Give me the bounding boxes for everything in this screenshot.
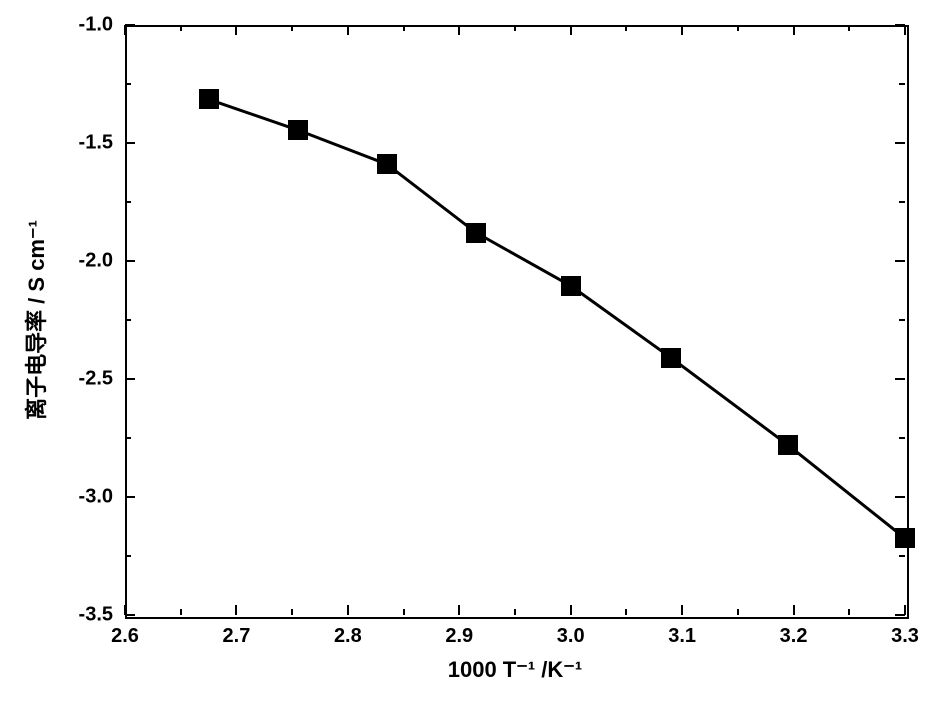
x-tick-label: 2.6	[111, 625, 139, 648]
data-marker	[895, 528, 915, 548]
x-tick	[793, 25, 795, 35]
y-tick	[895, 614, 905, 616]
chart-container: 2.6 2.7 2.8 2.9 3.0 3.1 3.2 3.3 -3.5 -3.0 -2.5 -2.0…	[0, 0, 936, 712]
x-minor-tick	[737, 25, 739, 31]
x-tick-label: 3.3	[891, 625, 919, 648]
y-minor-tick	[899, 555, 905, 557]
x-tick	[235, 605, 237, 615]
x-tick-label: 3.1	[668, 625, 696, 648]
x-minor-tick	[291, 25, 293, 31]
x-tick	[570, 25, 572, 35]
y-tick	[895, 378, 905, 380]
x-minor-tick	[403, 609, 405, 615]
data-marker	[466, 223, 486, 243]
x-tick	[124, 25, 126, 35]
x-tick	[793, 605, 795, 615]
x-minor-tick	[737, 609, 739, 615]
y-minor-tick	[125, 319, 131, 321]
y-tick	[125, 24, 135, 26]
y-minor-tick	[899, 437, 905, 439]
x-axis-label: 1000 T⁻¹ /K⁻¹	[448, 657, 582, 683]
y-tick	[125, 142, 135, 144]
x-tick	[681, 25, 683, 35]
x-minor-tick	[625, 25, 627, 31]
data-marker	[288, 120, 308, 140]
x-minor-tick	[514, 25, 516, 31]
y-tick-label: -2.0	[79, 250, 113, 273]
x-minor-tick	[180, 609, 182, 615]
y-minor-tick	[899, 83, 905, 85]
y-tick	[895, 496, 905, 498]
x-minor-tick	[514, 609, 516, 615]
x-tick	[681, 605, 683, 615]
y-tick-label: -2.5	[79, 368, 113, 391]
x-minor-tick	[625, 609, 627, 615]
y-tick-label: -1.0	[79, 14, 113, 37]
x-minor-tick	[403, 25, 405, 31]
x-tick	[347, 25, 349, 35]
x-tick	[458, 605, 460, 615]
y-minor-tick	[125, 555, 131, 557]
x-tick	[570, 605, 572, 615]
x-tick	[347, 605, 349, 615]
y-tick	[125, 496, 135, 498]
data-marker	[661, 348, 681, 368]
y-tick	[125, 378, 135, 380]
data-marker	[778, 435, 798, 455]
x-tick	[235, 25, 237, 35]
y-tick	[895, 260, 905, 262]
plot-area	[125, 25, 909, 619]
y-minor-tick	[899, 201, 905, 203]
y-tick-label: -1.5	[79, 132, 113, 155]
x-tick	[458, 25, 460, 35]
y-tick-label: -3.5	[79, 604, 113, 627]
y-tick	[125, 614, 135, 616]
x-minor-tick	[180, 25, 182, 31]
x-tick-label: 3.0	[557, 625, 585, 648]
x-minor-tick	[291, 609, 293, 615]
y-tick	[895, 142, 905, 144]
x-minor-tick	[848, 25, 850, 31]
x-tick-label: 2.9	[445, 625, 473, 648]
x-tick-label: 2.8	[334, 625, 362, 648]
y-minor-tick	[125, 437, 131, 439]
x-minor-tick	[848, 609, 850, 615]
y-minor-tick	[125, 83, 131, 85]
data-marker	[377, 154, 397, 174]
y-axis-label: 离子电导率 / S cm⁻¹	[19, 220, 51, 420]
y-tick-label: -3.0	[79, 486, 113, 509]
y-tick	[125, 260, 135, 262]
x-tick	[904, 25, 906, 35]
x-tick-label: 2.7	[223, 625, 251, 648]
y-tick	[895, 24, 905, 26]
y-minor-tick	[899, 319, 905, 321]
x-tick-label: 3.2	[780, 625, 808, 648]
data-marker	[199, 89, 219, 109]
y-minor-tick	[125, 201, 131, 203]
data-marker	[561, 276, 581, 296]
